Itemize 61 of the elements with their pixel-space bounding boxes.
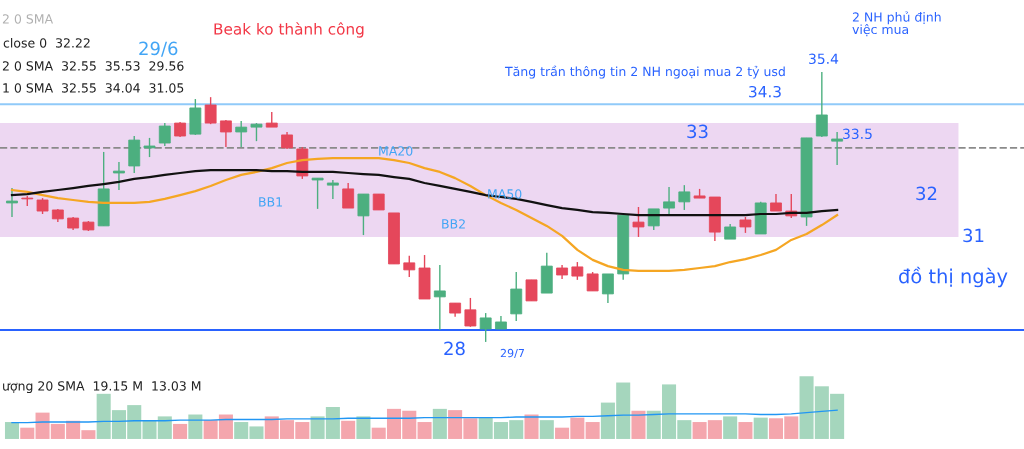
annotation: Tăng trần thông tin 2 NH ngoại mua 2 tỷ usd <box>504 65 785 79</box>
bar <box>585 422 600 439</box>
bar <box>188 414 203 439</box>
candlestick <box>342 182 355 209</box>
annotation: 28 <box>444 341 465 356</box>
candlestick <box>311 177 324 210</box>
candlestick <box>433 264 446 331</box>
candlestick <box>6 187 18 218</box>
bar <box>356 416 371 439</box>
candlestick <box>158 122 171 147</box>
bar <box>723 416 738 439</box>
candlestick <box>601 273 614 304</box>
series-label: MA50 <box>488 189 522 199</box>
bar <box>539 420 554 439</box>
text: 32 <box>916 186 937 201</box>
candlestick <box>357 193 370 236</box>
bar <box>4 422 20 439</box>
candlestick <box>326 179 339 200</box>
text: Beak ko thành công <box>214 22 364 38</box>
text: 2 NH phủ định việc mua <box>852 11 941 37</box>
candlestick <box>632 206 645 238</box>
candlestick <box>815 71 828 138</box>
candlestick <box>143 137 156 158</box>
bar <box>524 414 539 439</box>
text: close 0 32.22 <box>3 37 90 48</box>
candlestick <box>663 186 675 216</box>
candlestick <box>586 271 599 292</box>
candlestick <box>831 131 844 166</box>
bar <box>341 420 356 439</box>
text: 2 0 SMA 32.55 35.53 29.56 <box>2 61 184 71</box>
text: 29/6 <box>139 41 178 57</box>
candlestick <box>479 312 492 343</box>
bar <box>432 408 447 439</box>
candlestick <box>250 122 263 142</box>
candlestick <box>113 161 125 191</box>
candlestick <box>235 120 248 148</box>
annotation: 33 <box>687 124 708 139</box>
bar <box>20 427 35 439</box>
annotation: BB1 <box>259 197 282 207</box>
bar <box>738 422 753 439</box>
candlestick <box>219 119 232 148</box>
bar <box>753 417 768 439</box>
candlestick <box>204 96 217 125</box>
annotation: 33.5 <box>843 128 872 140</box>
candlestick <box>678 184 691 211</box>
annotation: 1 0 SMA 32.55 34.04 31.05 <box>3 83 184 93</box>
candlestick <box>464 297 477 328</box>
text: 35.4 <box>809 53 839 65</box>
candlestick <box>403 255 416 278</box>
text: đồ thị ngày <box>899 266 1008 288</box>
text: 29/7 <box>500 348 524 359</box>
series-label: MA20 <box>379 146 413 156</box>
text: 2 0 SMA <box>2 14 54 24</box>
bar <box>417 422 432 439</box>
annotation: 34.3 <box>749 85 781 98</box>
bar <box>173 423 188 439</box>
text: 31 <box>963 228 984 243</box>
bar <box>631 410 646 439</box>
annotation: BB2 <box>442 219 465 229</box>
candlestick <box>525 279 538 302</box>
annotation: ượng 20 SMA 19.15 M 13.03 M <box>3 381 201 394</box>
